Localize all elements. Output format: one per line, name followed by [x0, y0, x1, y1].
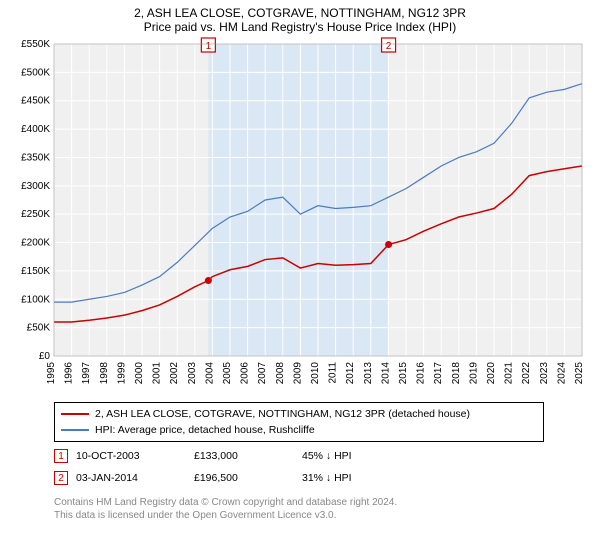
svg-text:2007: 2007	[257, 362, 268, 385]
chart-area: £0 £50K £100K £150K £200K £250K £300K £350K £400…	[10, 36, 590, 396]
legend-box: 2, ASH LEA CLOSE, COTGRAVE, NOTTINGHAM, …	[54, 402, 544, 442]
sale-hpi-diff: 31% ↓ HPI	[302, 472, 422, 484]
legend-swatch	[61, 413, 89, 415]
svg-text:2001: 2001	[152, 362, 163, 385]
sale-price: £133,000	[194, 450, 294, 462]
legend-row: HPI: Average price, detached house, Rush…	[61, 422, 537, 438]
svg-text:2012: 2012	[345, 362, 356, 385]
svg-text:2015: 2015	[398, 362, 409, 385]
legend-label: HPI: Average price, detached house, Rush…	[95, 424, 315, 436]
svg-text:2025: 2025	[574, 362, 585, 385]
svg-text:2013: 2013	[363, 362, 374, 385]
svg-text:£50K: £50K	[27, 323, 51, 334]
svg-text:£200K: £200K	[21, 238, 50, 249]
svg-text:2005: 2005	[222, 362, 233, 385]
sale-hpi-diff: 45% ↓ HPI	[302, 450, 422, 462]
svg-text:1998: 1998	[99, 362, 110, 385]
chart-svg: £0 £50K £100K £150K £200K £250K £300K £350K £400…	[10, 36, 590, 396]
svg-text:2: 2	[386, 41, 392, 52]
svg-text:£250K: £250K	[21, 209, 50, 220]
sale-date: 03-JAN-2014	[76, 472, 186, 484]
svg-text:2004: 2004	[204, 362, 215, 385]
svg-text:2022: 2022	[521, 362, 532, 385]
svg-text:£400K: £400K	[21, 124, 50, 135]
svg-text:1996: 1996	[64, 362, 75, 385]
svg-text:1995: 1995	[46, 362, 57, 385]
svg-text:£150K: £150K	[21, 266, 50, 277]
chart-container: { "title": { "line1": "2, ASH LEA CLOSE,…	[0, 0, 600, 560]
legend-row: 2, ASH LEA CLOSE, COTGRAVE, NOTTINGHAM, …	[61, 406, 537, 422]
chart-title-line1: 2, ASH LEA CLOSE, COTGRAVE, NOTTINGHAM, …	[10, 6, 590, 20]
svg-text:2021: 2021	[504, 362, 515, 385]
svg-text:2023: 2023	[539, 362, 550, 385]
svg-text:£0: £0	[39, 351, 51, 362]
footer-line2: This data is licensed under the Open Gov…	[54, 509, 590, 522]
svg-text:£300K: £300K	[21, 181, 50, 192]
svg-text:2003: 2003	[187, 362, 198, 385]
svg-text:2016: 2016	[416, 362, 427, 385]
chart-title-line2: Price paid vs. HM Land Registry's House …	[10, 20, 590, 34]
svg-text:2017: 2017	[433, 362, 444, 385]
svg-text:2008: 2008	[275, 362, 286, 385]
legend-label: 2, ASH LEA CLOSE, COTGRAVE, NOTTINGHAM, …	[95, 408, 470, 420]
svg-text:2020: 2020	[486, 362, 497, 385]
svg-text:1: 1	[206, 41, 212, 52]
svg-text:2014: 2014	[380, 362, 391, 385]
svg-text:2018: 2018	[451, 362, 462, 385]
svg-text:2010: 2010	[310, 362, 321, 385]
svg-text:2006: 2006	[240, 362, 251, 385]
svg-text:2009: 2009	[292, 362, 303, 385]
svg-text:£500K: £500K	[21, 67, 50, 78]
svg-text:2024: 2024	[556, 362, 567, 385]
sale-row: 1 10-OCT-2003 £133,000 45% ↓ HPI	[54, 448, 590, 464]
svg-text:1999: 1999	[116, 362, 127, 385]
footer-line1: Contains HM Land Registry data © Crown c…	[54, 496, 590, 509]
svg-text:2011: 2011	[328, 362, 339, 384]
sale-row: 2 03-JAN-2014 £196,500 31% ↓ HPI	[54, 470, 590, 486]
svg-text:1997: 1997	[81, 362, 92, 385]
sale-marker-icon: 1	[54, 449, 68, 463]
svg-text:£100K: £100K	[21, 294, 50, 305]
svg-text:2000: 2000	[134, 362, 145, 385]
svg-text:£350K: £350K	[21, 152, 50, 163]
sale-date: 10-OCT-2003	[76, 450, 186, 462]
svg-text:2019: 2019	[468, 362, 479, 385]
legend-swatch	[61, 429, 89, 431]
footer-attribution: Contains HM Land Registry data © Crown c…	[54, 496, 590, 522]
svg-text:2002: 2002	[169, 362, 180, 385]
svg-text:£450K: £450K	[21, 96, 50, 107]
svg-text:£550K: £550K	[21, 39, 50, 50]
sale-marker-icon: 2	[54, 471, 68, 485]
sale-price: £196,500	[194, 472, 294, 484]
